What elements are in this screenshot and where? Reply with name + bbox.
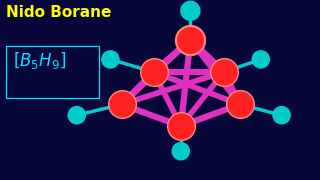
Text: Nido Borane: Nido Borane	[6, 5, 112, 20]
Point	[258, 58, 263, 61]
Point	[108, 58, 113, 61]
Point	[178, 125, 183, 127]
Point	[221, 71, 227, 73]
Point	[279, 114, 284, 117]
Point	[188, 9, 193, 12]
Point	[74, 114, 79, 117]
Text: $[B_5H_9]$: $[B_5H_9]$	[13, 50, 66, 71]
Point	[188, 38, 193, 41]
Point	[119, 103, 124, 106]
Point	[178, 150, 183, 153]
Point	[237, 103, 243, 106]
Point	[151, 71, 156, 73]
